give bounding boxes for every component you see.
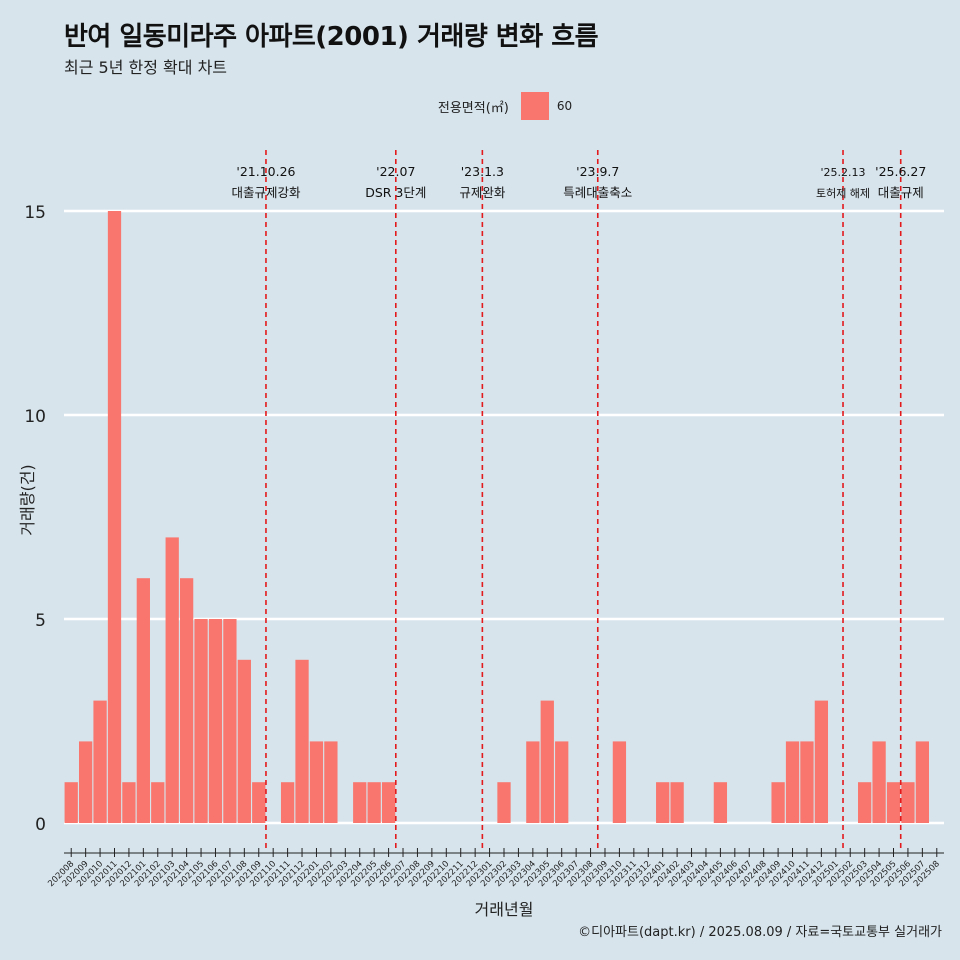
y-tick-label: 0 <box>35 815 46 835</box>
bar <box>901 782 915 823</box>
bar <box>295 659 309 823</box>
legend-swatch <box>520 92 549 120</box>
bar <box>136 578 150 823</box>
bar <box>555 741 569 823</box>
bar <box>771 782 785 823</box>
x-axis-title: 거래년월 <box>475 900 534 919</box>
event-date-label: '23.1.3 <box>461 164 504 179</box>
bar <box>93 700 107 823</box>
bar <box>64 782 78 823</box>
bar <box>280 782 295 823</box>
bar <box>886 782 901 823</box>
bar <box>122 782 136 823</box>
event-name-label: 특례대출축소 <box>563 185 632 200</box>
bar <box>194 619 208 823</box>
y-tick-label: 15 <box>24 203 46 223</box>
bar <box>800 741 814 823</box>
bar <box>151 782 165 823</box>
event-date-label: '25.6.27 <box>875 164 926 179</box>
bar <box>540 700 554 823</box>
legend: 전용면적(㎡) 60 <box>0 92 960 120</box>
bar <box>872 741 886 823</box>
bar <box>252 782 266 823</box>
chart-title: 반여 일동미라주 아파트(2001) 거래량 변화 흐름 <box>64 22 599 52</box>
chart-subtitle: 최근 5년 한정 확대 차트 <box>64 58 228 77</box>
caption: ©디아파트(dapt.kr) / 2025.08.09 / 자료=국토교통부 실… <box>578 925 942 940</box>
legend-title: 전용면적(㎡) <box>437 100 509 116</box>
event-date-label: '25.2.13 <box>821 166 866 179</box>
legend-item-label: 60 <box>556 99 573 113</box>
y-axis-title: 거래량(건) <box>18 464 37 535</box>
bar <box>353 782 367 823</box>
event-name-label: DSR 3단계 <box>365 185 426 200</box>
event-name-label: 대출규제강화 <box>231 185 301 200</box>
bar <box>785 741 800 823</box>
bar <box>179 578 194 823</box>
bar <box>309 741 324 823</box>
bar <box>223 619 237 823</box>
event-date-label: '21.10.26 <box>236 164 295 179</box>
y-tick-label: 5 <box>35 611 46 631</box>
bar <box>670 782 684 823</box>
bar <box>858 782 872 823</box>
bar <box>656 782 670 823</box>
event-name-label: 대출규제 <box>878 185 924 200</box>
event-date-label: '23.9.7 <box>576 164 619 179</box>
bar <box>497 782 511 823</box>
bar <box>79 741 93 823</box>
bar <box>814 700 829 823</box>
bar <box>381 782 396 823</box>
bar <box>713 782 728 823</box>
y-tick-label: 10 <box>24 407 46 427</box>
event-date-label: '22.07 <box>376 164 415 179</box>
event-name-label: 규제완화 <box>459 185 506 200</box>
bar <box>107 211 122 823</box>
bar <box>237 659 251 823</box>
bar <box>165 537 179 823</box>
bar <box>324 741 338 823</box>
bar <box>526 741 540 823</box>
bar <box>367 782 381 823</box>
bar <box>915 741 929 823</box>
event-name-label: 토허제 해제 <box>816 186 870 200</box>
bar <box>612 741 627 823</box>
bar <box>208 619 223 823</box>
